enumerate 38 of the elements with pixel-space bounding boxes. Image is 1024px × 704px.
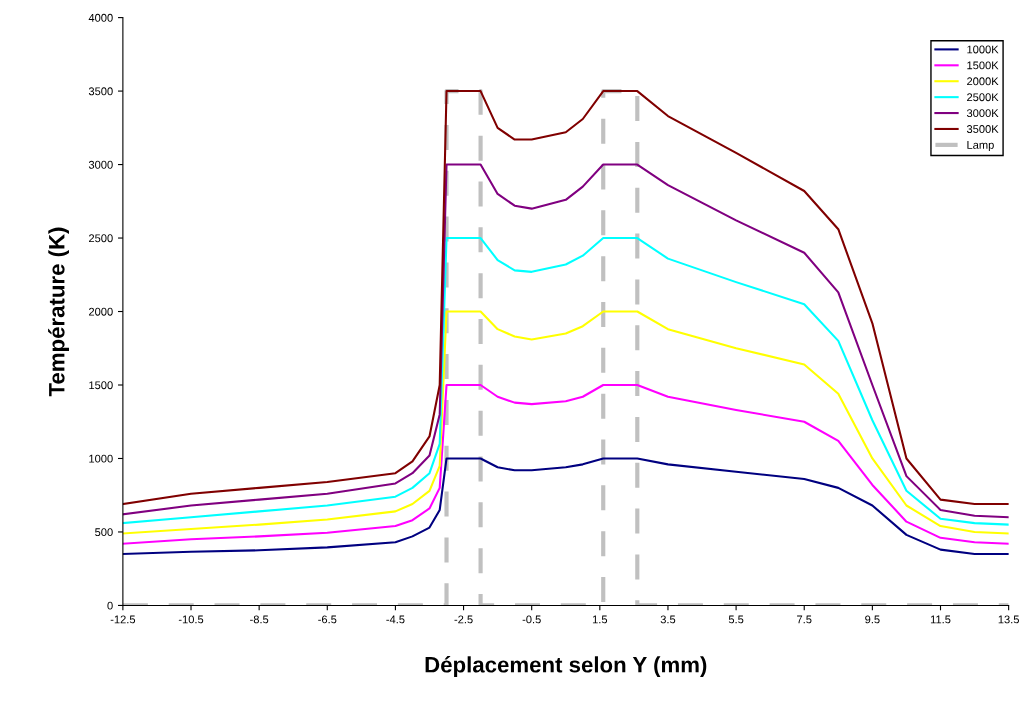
legend-label: 2500K [967,93,999,102]
x-tick-label: -0.5 [522,615,541,624]
x-tick-label: -2.5 [454,615,473,624]
y-tick-label: 1000 [89,454,113,463]
line-series [122,90,1009,506]
x-axis-title: Déplacement selon Y (mm) [425,656,707,677]
legend-label: 1500K [967,61,999,70]
y-tick-label: 2500 [89,234,113,243]
y-tick-label: 2000 [89,307,113,316]
legend-label: 3000K [966,109,999,118]
legend-label: 1000K [967,45,999,54]
x-tick-label: 5.5 [728,615,744,624]
x-tick-label: -8.5 [250,615,269,624]
y-tick-label: 3000 [88,160,113,169]
y-axis-title: Température (K) [48,227,69,397]
x-tick-label: 3.5 [660,615,676,624]
x-tick-label: 11.5 [930,615,951,624]
line-series [122,383,1009,545]
y-tick-label: 1500 [89,381,113,390]
legend-label: Lamp [967,141,994,152]
y-tick-label: 4000 [88,13,113,22]
x-tick-label: 7.5 [797,615,812,624]
x-tick-label: 1.5 [592,615,608,624]
line-series [122,163,1009,519]
y-tick-label: 500 [95,528,113,537]
line-series [122,457,1009,556]
x-tick-label: 9.5 [865,615,880,624]
y-tick-label: 0 [107,601,113,610]
x-tick-label: -4.5 [386,615,405,624]
line-series [122,310,1009,535]
line-series [122,237,1009,526]
legend-label: 2000K [967,77,999,86]
x-tick-label: 13.5 [998,615,1019,624]
legend-label: 3500K [966,125,999,133]
x-tick-label: -6.5 [318,615,337,624]
x-tick-label: -10.5 [178,615,204,624]
y-tick-label: 3500 [88,87,113,96]
x-tick-label: -12.5 [110,615,136,624]
